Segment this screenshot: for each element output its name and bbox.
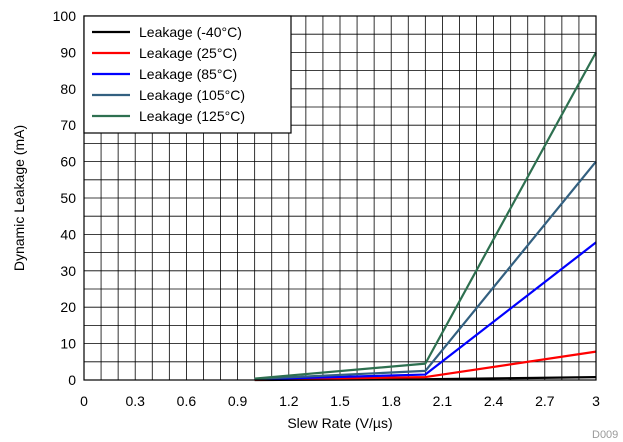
x-tick-label: 0.3 <box>125 393 145 409</box>
y-tick-label: 80 <box>60 81 76 97</box>
y-tick-label: 40 <box>60 226 76 242</box>
x-tick-label: 0.9 <box>228 393 248 409</box>
y-tick-label: 30 <box>60 263 76 279</box>
legend-label: Leakage (105°C) <box>139 87 245 103</box>
x-tick-label: 1.5 <box>330 393 350 409</box>
x-tick-label: 0 <box>80 393 88 409</box>
x-tick-label: 3 <box>592 393 600 409</box>
y-tick-label: 90 <box>60 44 76 60</box>
x-axis-title: Slew Rate (V/µs) <box>287 415 392 431</box>
x-tick-label: 1.2 <box>279 393 299 409</box>
figure-code: D009 <box>592 429 618 441</box>
y-tick-label: 50 <box>60 190 76 206</box>
x-tick-label: 1.8 <box>381 393 401 409</box>
y-tick-label: 100 <box>53 8 77 24</box>
x-tick-label: 2.4 <box>484 393 504 409</box>
x-tick-label: 0.6 <box>177 393 197 409</box>
legend-label: Leakage (125°C) <box>139 108 245 124</box>
y-tick-label: 70 <box>60 117 76 133</box>
y-tick-label: 10 <box>60 336 76 352</box>
y-tick-labels: 0 10 20 30 40 50 60 70 80 90 100 <box>53 8 77 388</box>
legend-label: Leakage (25°C) <box>139 45 237 61</box>
x-tick-label: 2.7 <box>535 393 555 409</box>
y-tick-label: 60 <box>60 154 76 170</box>
y-tick-label: 20 <box>60 299 76 315</box>
series-line-3 <box>254 241 597 381</box>
legend-label: Leakage (85°C) <box>139 66 237 82</box>
legend-label: Leakage (-40°C) <box>139 24 242 40</box>
plot-frame <box>83 15 597 381</box>
series-line-5 <box>254 51 597 380</box>
y-axis-title: Dynamic Leakage (mA) <box>11 125 27 271</box>
x-tick-label: 2.1 <box>433 393 453 409</box>
x-tick-labels: 0 0.3 0.6 0.9 1.2 1.5 1.8 2.1 2.4 2.7 3 <box>80 393 600 409</box>
series-line-4 <box>254 160 597 381</box>
y-tick-label: 0 <box>68 372 76 388</box>
legend: Leakage (-40°C) Leakage (25°C) Leakage (85… <box>83 15 292 134</box>
